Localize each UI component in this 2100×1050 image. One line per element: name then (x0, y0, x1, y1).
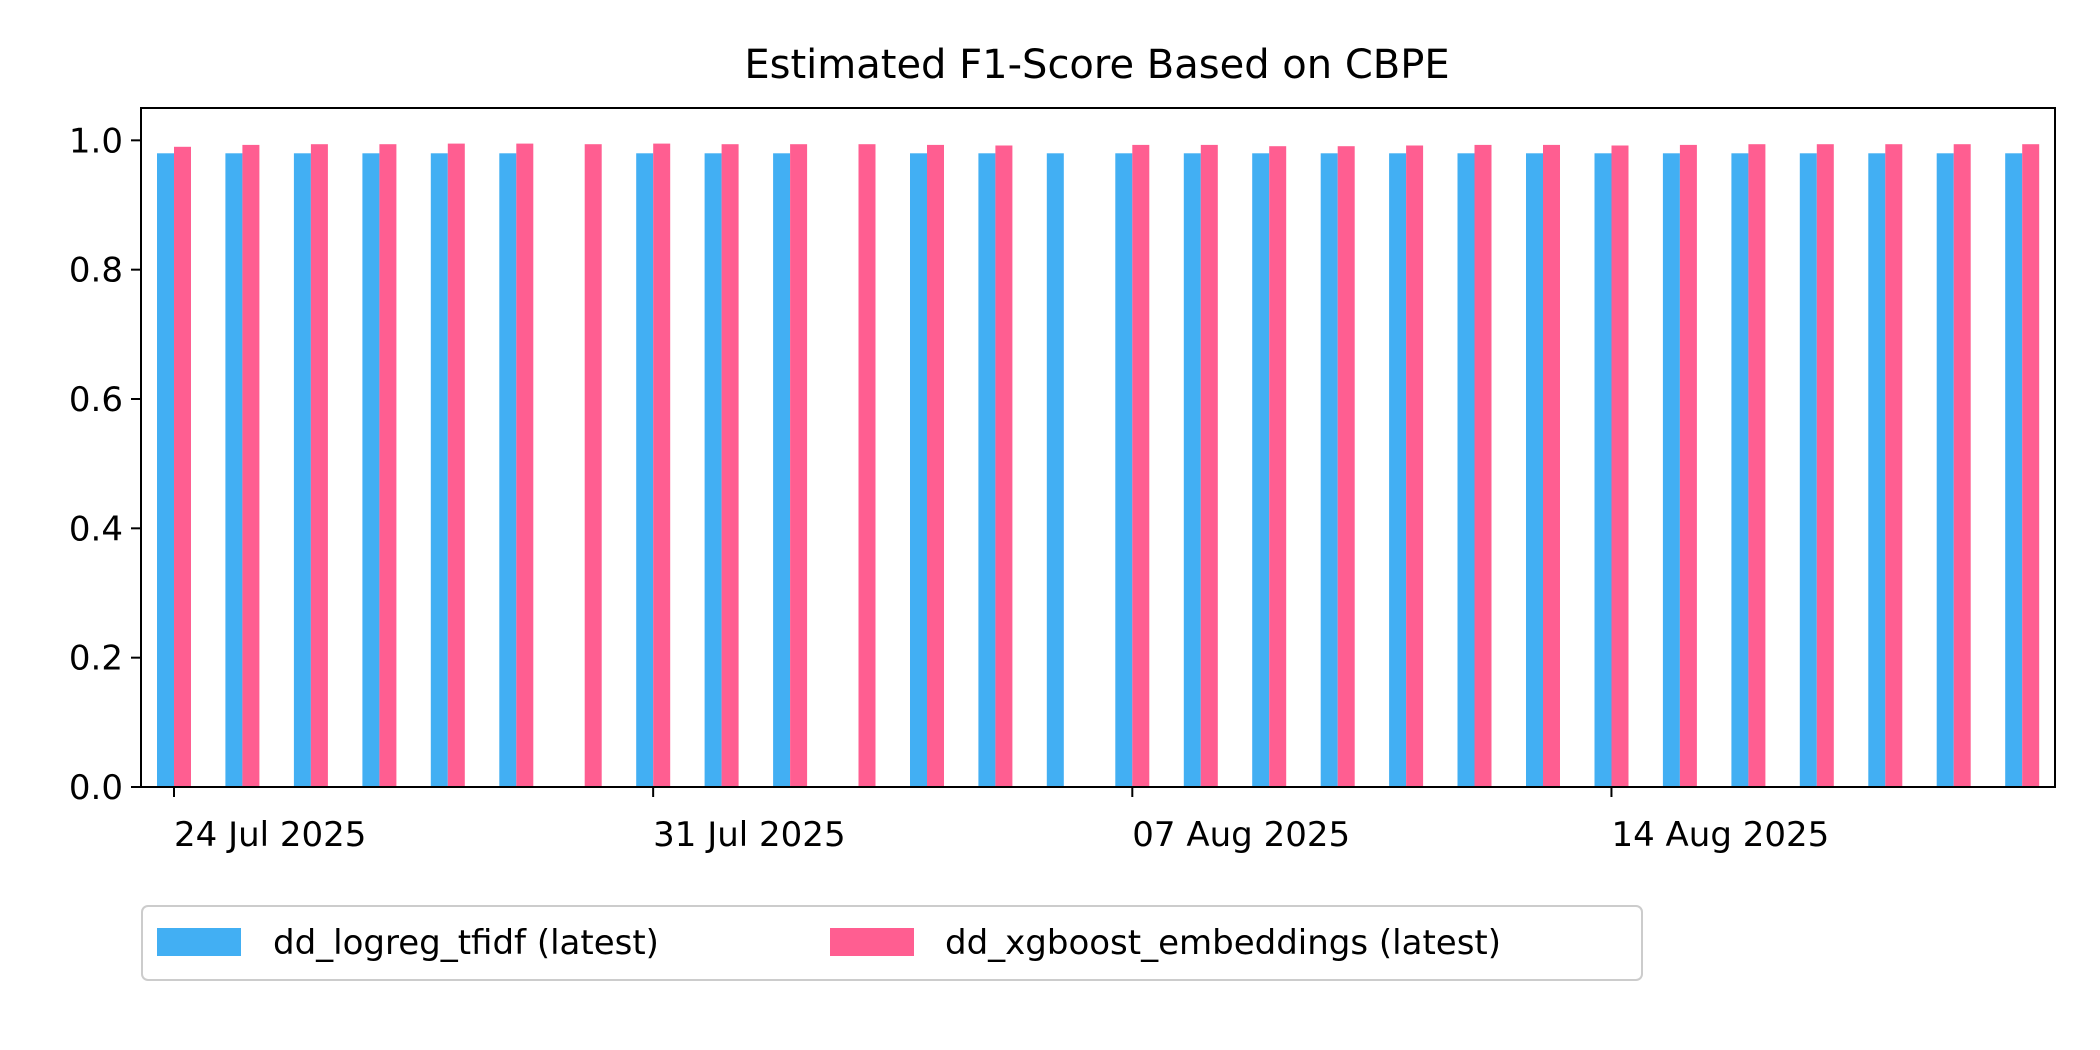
x-tick-label: 31 Jul 2025 (653, 815, 845, 855)
bar-xgboost-2025-08-09 (1269, 146, 1287, 787)
bar-logreg-2025-08-15 (1662, 153, 1680, 788)
legend-swatch-xgboost (830, 928, 914, 956)
x-tick-label: 07 Aug 2025 (1132, 815, 1350, 855)
y-tick-label: 0.8 (69, 251, 123, 291)
bar-xgboost-2025-08-07 (1132, 144, 1150, 787)
bar-xgboost-2025-08-08 (1200, 144, 1218, 787)
bar-logreg-2025-08-06 (1046, 153, 1064, 788)
y-tick-label: 0.0 (69, 768, 123, 808)
y-axis: 0.0 0.2 0.4 0.6 0.8 1.0 (69, 121, 141, 808)
bar-logreg-2025-08-04 (910, 153, 927, 788)
bar-xgboost-2025-07-26 (310, 144, 328, 787)
bar-logreg-2025-07-27 (362, 153, 380, 788)
bar-logreg-2025-08-12 (1457, 153, 1475, 788)
bar-xgboost-2025-07-31 (653, 143, 671, 788)
bars-group (157, 143, 2040, 788)
bar-xgboost-2025-08-18 (1885, 144, 1903, 787)
bar-logreg-2025-08-08 (1183, 153, 1201, 788)
bar-logreg-2025-08-01 (704, 153, 722, 788)
bar-logreg-2025-07-24 (157, 153, 174, 788)
y-tick-label: 0.4 (69, 509, 123, 549)
x-tick-label: 24 Jul 2025 (174, 815, 366, 855)
bar-logreg-2025-08-18 (1868, 153, 1886, 788)
x-tick-label: 14 Aug 2025 (1611, 815, 1829, 855)
bar-xgboost-2025-07-30 (584, 144, 602, 787)
bar-logreg-2025-08-16 (1731, 153, 1749, 788)
bar-logreg-2025-08-05 (978, 153, 996, 788)
bar-xgboost-2025-08-14 (1611, 145, 1629, 787)
bar-xgboost-2025-08-16 (1748, 144, 1766, 787)
bar-logreg-2025-07-29 (499, 153, 517, 788)
y-tick-label: 1.0 (69, 121, 123, 161)
bar-xgboost-2025-07-28 (447, 143, 465, 788)
bar-logreg-2025-08-11 (1389, 153, 1407, 788)
bar-xgboost-2025-08-17 (1816, 144, 1834, 787)
legend-label-xgboost: dd_xgboost_embeddings (latest) (945, 923, 1501, 963)
bar-xgboost-2025-08-04 (927, 144, 944, 787)
bar-logreg-2025-08-20 (2005, 153, 2023, 788)
bar-logreg-2025-08-17 (1799, 153, 1817, 788)
legend-swatch-logreg (157, 928, 241, 956)
legend: dd_logreg_tfidf (latest) dd_xgboost_embe… (141, 905, 1643, 981)
chart-title: Estimated F1-Score Based on CBPE (744, 42, 1449, 88)
y-tick-label: 0.2 (69, 639, 123, 679)
bar-xgboost-2025-08-02 (790, 144, 808, 787)
bar-logreg-2025-07-31 (636, 153, 654, 788)
bar-xgboost-2025-08-03 (858, 144, 876, 787)
bar-xgboost-2025-07-27 (379, 144, 397, 787)
bar-xgboost-2025-07-24 (174, 146, 191, 788)
bar-logreg-2025-08-19 (1936, 153, 1954, 788)
bar-logreg-2025-07-26 (293, 153, 311, 788)
bar-xgboost-2025-07-29 (516, 143, 534, 788)
bar-xgboost-2025-07-25 (242, 144, 260, 787)
bar-xgboost-2025-08-01 (721, 144, 739, 787)
bar-xgboost-2025-08-10 (1337, 146, 1355, 787)
bar-logreg-2025-08-13 (1526, 153, 1543, 788)
bar-xgboost-2025-08-20 (2022, 144, 2040, 787)
plot-frame (140, 107, 2056, 788)
legend-label-logreg: dd_logreg_tfidf (latest) (273, 923, 659, 963)
bar-logreg-2025-07-28 (430, 153, 448, 788)
bar-xgboost-2025-08-11 (1406, 145, 1424, 787)
bar-logreg-2025-08-02 (773, 153, 791, 788)
bar-logreg-2025-07-25 (225, 153, 243, 788)
bar-xgboost-2025-08-13 (1543, 144, 1560, 787)
bar-xgboost-2025-08-05 (995, 145, 1013, 787)
bar-xgboost-2025-08-12 (1474, 144, 1492, 787)
bar-logreg-2025-08-10 (1320, 153, 1338, 788)
y-tick-label: 0.6 (69, 380, 123, 420)
bar-logreg-2025-08-07 (1115, 153, 1133, 788)
bar-logreg-2025-08-09 (1252, 153, 1270, 788)
bar-xgboost-2025-08-19 (1953, 144, 1971, 787)
bar-logreg-2025-08-14 (1594, 153, 1612, 788)
x-axis: 24 Jul 2025 31 Jul 2025 07 Aug 2025 14 Aug … (173, 787, 1829, 855)
bar-xgboost-2025-08-15 (1679, 144, 1697, 787)
